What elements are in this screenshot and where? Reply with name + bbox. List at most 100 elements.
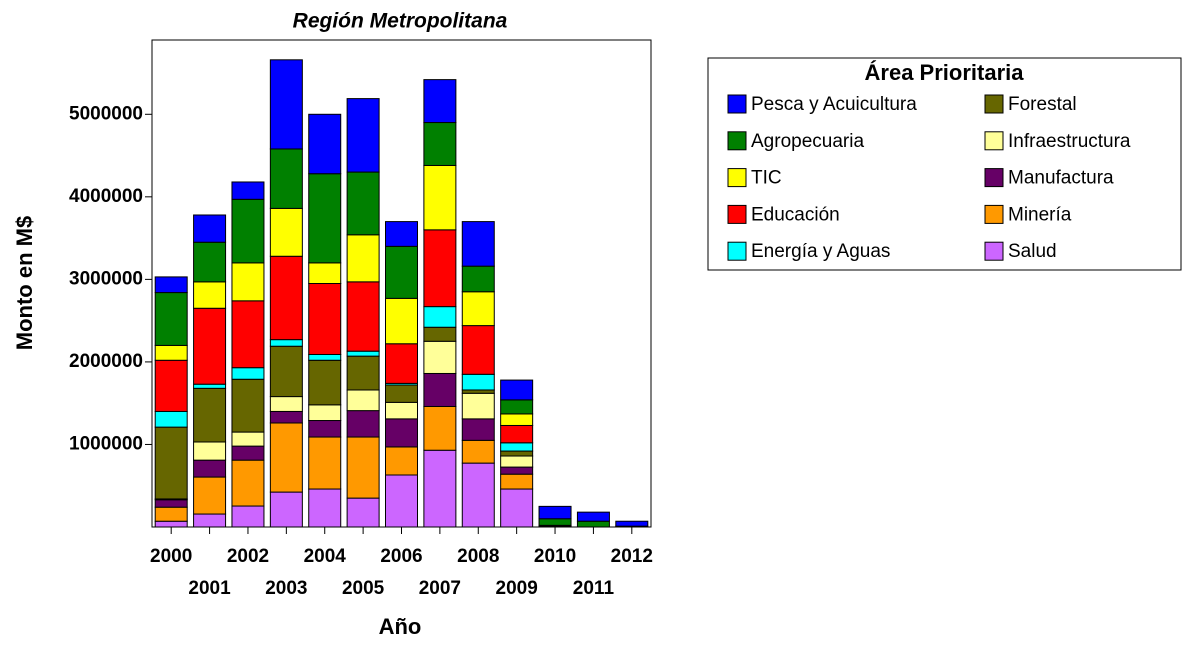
bar-segment — [423, 122, 457, 166]
bar-segment — [423, 340, 457, 374]
bar-segment — [385, 474, 418, 528]
legend-label: Pesca y Acuicultura — [751, 94, 917, 115]
bar-segment — [193, 513, 227, 528]
x-tick-label: 2003 — [265, 578, 307, 599]
x-tick-label: 2002 — [227, 546, 269, 567]
bar-segment — [269, 207, 303, 257]
bar-segment — [154, 426, 188, 500]
bar-segment — [308, 420, 342, 438]
bar-segment — [346, 355, 380, 391]
legend-swatch — [727, 204, 747, 224]
bar-segment — [269, 59, 303, 150]
legend-label: Salud — [1008, 241, 1057, 262]
bar-segment — [423, 405, 457, 451]
bar-segment — [308, 404, 342, 422]
legend-swatch — [727, 94, 747, 114]
bar-segment — [154, 499, 188, 508]
bar-segment — [538, 518, 572, 526]
bar-segment — [308, 262, 342, 285]
bar-segment — [269, 339, 303, 347]
legend-swatch — [984, 131, 1004, 151]
bar-segment — [423, 449, 457, 528]
bar-segment — [231, 181, 265, 200]
bar-segment — [461, 265, 495, 293]
legend-box — [707, 57, 1182, 271]
bar-segment — [461, 462, 495, 528]
bar-segment — [269, 396, 303, 412]
bar-segment — [346, 436, 380, 499]
bar-segment — [385, 343, 418, 384]
bar-segment — [385, 384, 418, 403]
bar-segment — [346, 389, 380, 412]
bar-segment — [193, 307, 227, 385]
bar-segment — [500, 450, 534, 457]
x-tick-label: 2008 — [457, 546, 499, 567]
bar-segment — [576, 520, 610, 528]
bar-segment — [461, 325, 495, 375]
bar-segment — [193, 459, 227, 478]
bar-segment — [231, 262, 265, 302]
legend-swatch — [984, 204, 1004, 224]
bar-segment — [461, 373, 495, 391]
bar-segment — [231, 445, 265, 461]
x-tick-label: 2001 — [188, 578, 231, 599]
legend-swatch — [727, 131, 747, 151]
bar-segment — [346, 98, 380, 173]
x-tick-label: 2007 — [419, 578, 461, 599]
legend-label: Manufactura — [1008, 168, 1114, 189]
bar-segment — [154, 506, 188, 522]
bar-segment — [538, 505, 572, 520]
bar-segment — [461, 439, 495, 464]
y-tick-label: 1000000 — [69, 433, 143, 454]
bar-segment — [500, 455, 534, 468]
bar-segment — [231, 431, 265, 447]
bar-segment — [231, 198, 265, 264]
y-tick-label: 3000000 — [69, 268, 143, 289]
bar-segment — [500, 399, 534, 415]
bar-segment — [500, 413, 534, 426]
bar-segment — [308, 436, 342, 490]
bar-segment — [423, 372, 457, 407]
x-tick-label: 2011 — [573, 578, 615, 599]
bar-segment — [269, 491, 303, 528]
bar-segment — [385, 245, 418, 299]
bar-segment — [231, 367, 265, 380]
x-tick-label: 2009 — [496, 578, 538, 599]
bar-segment — [269, 255, 303, 341]
bar-segment — [385, 297, 418, 345]
bar-segment — [308, 113, 342, 175]
x-tick-label: 2012 — [611, 546, 653, 567]
bar-segment — [576, 511, 610, 522]
bar-segment — [423, 229, 457, 308]
legend-label: TIC — [751, 168, 782, 189]
legend-label: Energía y Aguas — [751, 241, 890, 262]
y-axis-title: Monto en M$ — [12, 216, 37, 350]
bar-segment — [500, 424, 534, 444]
bar-segment — [269, 148, 303, 209]
bar-segment — [500, 379, 534, 401]
legend-label: Infraestructura — [1008, 131, 1131, 152]
bar-segment — [231, 300, 265, 369]
bar-segment — [308, 359, 342, 406]
bar-segment — [193, 241, 227, 283]
bar-segment — [423, 164, 457, 231]
x-tick-label: 2000 — [150, 546, 192, 567]
legend-label: Agropecuaria — [751, 131, 864, 152]
legend-label: Forestal — [1008, 94, 1077, 115]
bar-segment — [193, 387, 227, 443]
bar-segment — [154, 520, 188, 528]
bar-segment — [385, 401, 418, 420]
legend-title: Área Prioritaria — [865, 60, 1025, 85]
bar-segment — [346, 281, 380, 352]
bar-segment — [308, 353, 342, 361]
bar-segment — [231, 459, 265, 507]
bar-segment — [346, 410, 380, 438]
bar-segment — [423, 79, 457, 124]
bar-segment — [269, 422, 303, 493]
bar-segment — [615, 520, 649, 527]
bar-segment — [500, 473, 534, 490]
bar-segment — [308, 173, 342, 264]
bar-segment — [193, 441, 227, 461]
x-tick-label: 2010 — [534, 546, 576, 567]
